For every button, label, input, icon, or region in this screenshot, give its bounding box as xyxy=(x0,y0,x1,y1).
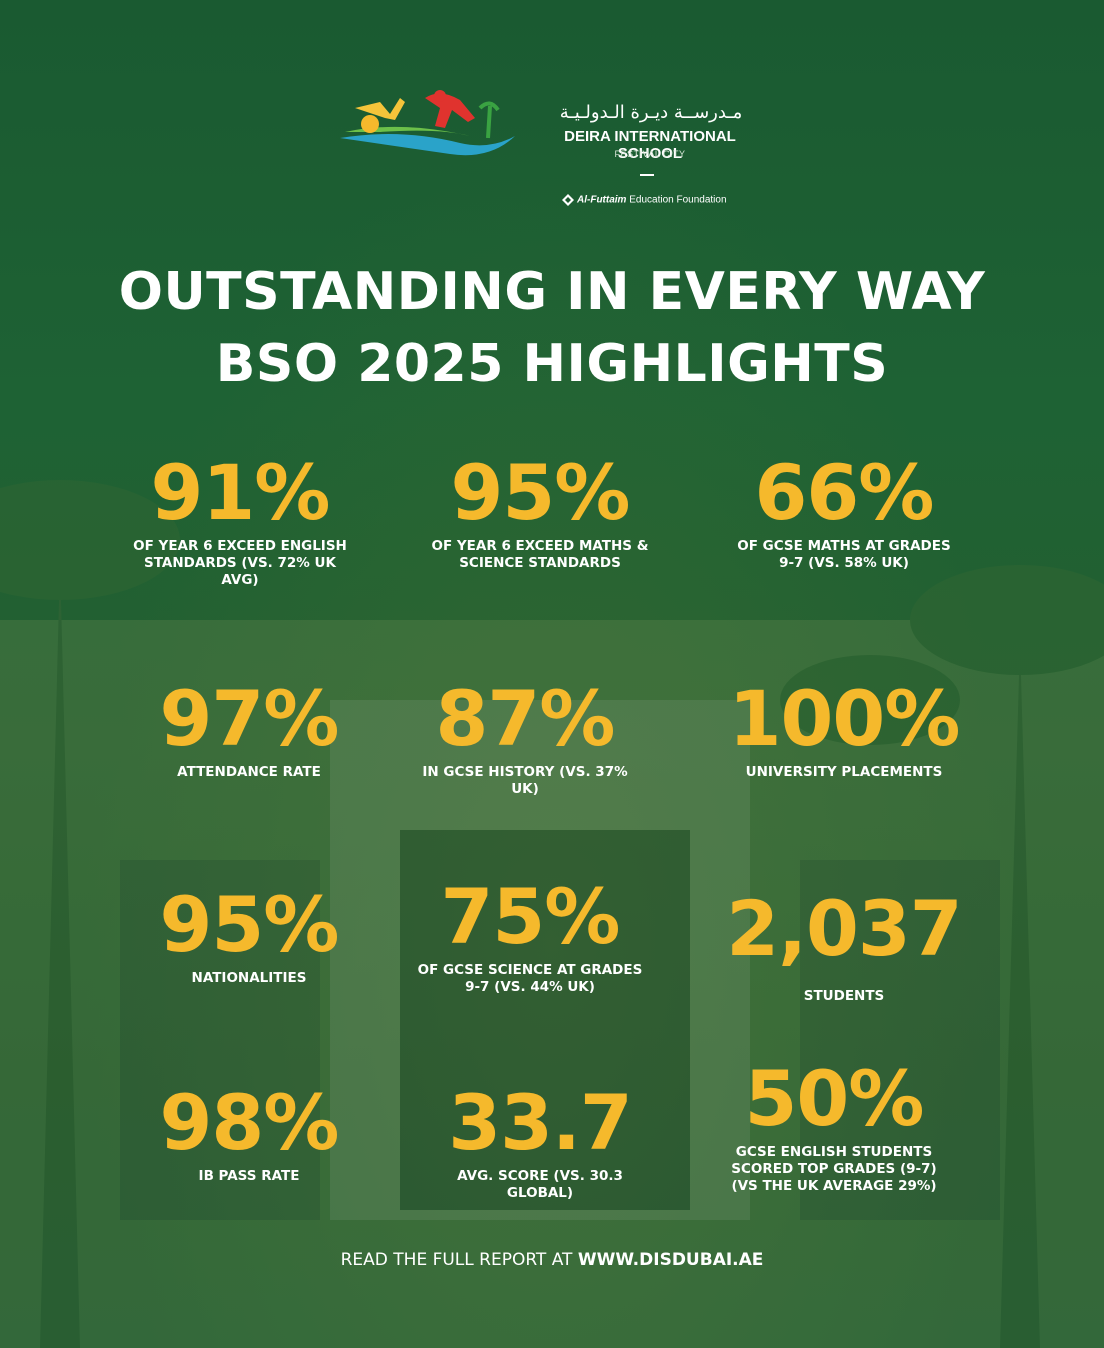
stat-value: 91% xyxy=(150,448,331,537)
school-logo: مـدرســة ديـرة الـدولـيـة DEIRA INTERNAT… xyxy=(340,88,770,218)
stat-card: 50% GCSE ENGLISH STUDENTS SCORED TOP GRA… xyxy=(684,1054,984,1195)
stat-value: 87% xyxy=(435,674,616,763)
stat-label: UNIVERSITY PLACEMENTS xyxy=(745,764,943,780)
stat-card: 33.7 AVG. SCORE (VS. 30.3 GLOBAL) xyxy=(390,1078,690,1202)
foundation-brand: Al-Futtaim xyxy=(577,194,627,206)
stat-label: IB PASS RATE xyxy=(198,1168,300,1184)
stat-value: 33.7 xyxy=(448,1078,633,1167)
stat-label: OF YEAR 6 EXCEED ENGLISH STANDARDS (VS. … xyxy=(133,538,347,588)
stat-card: 100% UNIVERSITY PLACEMENTS xyxy=(694,674,994,781)
stat-card: 75% OF GCSE SCIENCE AT GRADES 9-7 (VS. 4… xyxy=(380,872,680,996)
headline-line-1: OUTSTANDING IN EVERY WAY xyxy=(118,262,986,322)
school-emblem-icon xyxy=(340,90,515,156)
stat-value: 100% xyxy=(728,674,961,763)
stat-value: 2,037 xyxy=(726,884,962,973)
stat-value: 97% xyxy=(159,674,340,763)
stat-card: 91% OF YEAR 6 EXCEED ENGLISH STANDARDS (… xyxy=(90,448,390,589)
school-name: DEIRA INTERNATIONAL SCHOOL xyxy=(564,128,736,162)
school-campus: FESTIVAL CITY xyxy=(614,149,686,159)
stat-value: 50% xyxy=(744,1054,925,1143)
stat-value: 66% xyxy=(754,448,935,537)
stat-label: STUDENTS xyxy=(803,988,885,1004)
stat-value: 95% xyxy=(159,880,340,969)
footer-text: READ THE FULL REPORT AT xyxy=(340,1250,573,1270)
stat-label: AVG. SCORE (VS. 30.3 GLOBAL) xyxy=(457,1168,623,1201)
stat-label: GCSE ENGLISH STUDENTS SCORED TOP GRADES … xyxy=(731,1144,937,1194)
stat-card: 95% NATIONALITIES xyxy=(99,880,399,987)
footer-link[interactable]: WWW.DISDUBAI.AE xyxy=(577,1250,764,1270)
stat-value: 75% xyxy=(440,872,621,961)
headline: OUTSTANDING IN EVERY WAY BSO 2025 HIGHLI… xyxy=(0,256,1104,400)
stat-label: OF GCSE MATHS AT GRADES 9-7 (VS. 58% UK) xyxy=(737,538,951,571)
stat-value: 95% xyxy=(450,448,631,537)
stat-label: NATIONALITIES xyxy=(191,970,307,986)
headline-line-2: BSO 2025 HIGHLIGHTS xyxy=(215,334,889,394)
stat-card: 97% ATTENDANCE RATE xyxy=(99,674,399,781)
stat-label: IN GCSE HISTORY (VS. 37% UK) xyxy=(422,764,628,797)
stat-card: 98% IB PASS RATE xyxy=(99,1078,399,1185)
stat-label: OF GCSE SCIENCE AT GRADES 9-7 (VS. 44% U… xyxy=(417,962,643,995)
stat-card: 66% OF GCSE MATHS AT GRADES 9-7 (VS. 58%… xyxy=(694,448,994,572)
footer: READ THE FULL REPORT AT WWW.DISDUBAI.AE xyxy=(0,1250,1104,1270)
stat-card: 2,037 STUDENTS xyxy=(694,884,994,1005)
school-name-arabic: مـدرســة ديـرة الـدولـيـة xyxy=(559,102,743,123)
foundation-icon xyxy=(562,194,574,206)
logo-divider xyxy=(640,174,654,176)
stat-value: 98% xyxy=(159,1078,340,1167)
stat-card: 95% OF YEAR 6 EXCEED MATHS & SCIENCE STA… xyxy=(390,448,690,572)
foundation-logo: Al-Futtaim Education Foundation xyxy=(562,194,762,210)
foundation-text: Education Foundation xyxy=(629,194,727,206)
stat-label: OF YEAR 6 EXCEED MATHS & SCIENCE STANDAR… xyxy=(431,538,649,571)
stat-card: 87% IN GCSE HISTORY (VS. 37% UK) xyxy=(375,674,675,798)
stat-label: ATTENDANCE RATE xyxy=(177,764,321,780)
